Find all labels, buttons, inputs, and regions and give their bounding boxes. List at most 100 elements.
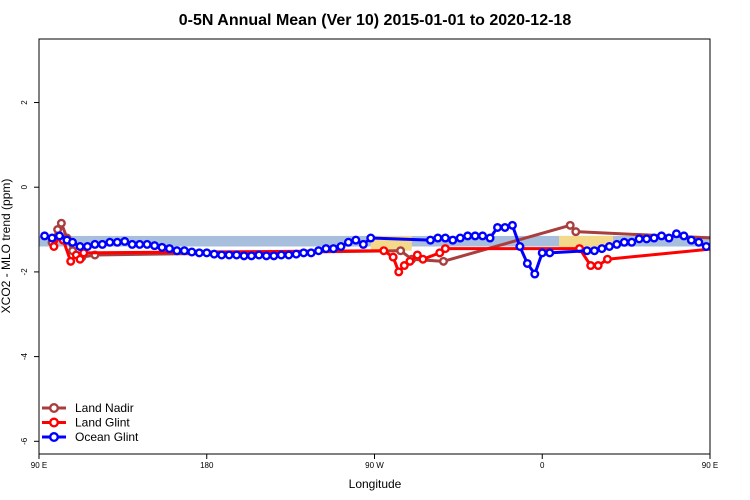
x-tick-label: 0 [540, 461, 545, 470]
data-point [261, 251, 271, 261]
data-point [187, 247, 197, 257]
data-point [740, 241, 747, 248]
data-point [686, 235, 696, 245]
legend-marker [49, 432, 60, 443]
data-point [694, 237, 704, 247]
data-point [435, 248, 445, 258]
data-point [725, 241, 732, 248]
data-point [530, 269, 540, 279]
data-point [217, 250, 227, 260]
data-point [657, 231, 667, 241]
data-point [328, 244, 338, 254]
data-point [604, 241, 614, 251]
data-point [343, 237, 353, 247]
x-tick-label: 90 E [31, 461, 47, 470]
data-point [627, 237, 637, 247]
data-point [40, 231, 50, 241]
data-point [82, 241, 92, 251]
data-point [586, 261, 596, 271]
data-point [68, 237, 78, 247]
data-point [49, 241, 59, 251]
data-point [725, 237, 732, 244]
data-point [157, 242, 167, 252]
data-point [97, 239, 107, 249]
data-point [744, 252, 750, 259]
data-point [537, 248, 547, 258]
data-point [405, 256, 415, 266]
data-point [79, 248, 89, 258]
data-point [720, 233, 727, 240]
data-point [500, 222, 510, 232]
data-point [679, 231, 689, 241]
land-range-band [727, 236, 749, 247]
data-point [438, 256, 448, 266]
data-point [664, 233, 674, 243]
data-point [649, 233, 659, 243]
data-point [448, 235, 458, 245]
y-tick-label: 0 [20, 184, 29, 189]
data-point [284, 250, 294, 260]
data-point [232, 250, 242, 260]
data-point [194, 248, 204, 258]
legend-item: Land Nadir [42, 401, 134, 415]
x-tick-label: 90 W [365, 461, 384, 470]
data-point [75, 241, 85, 251]
data-point [582, 246, 592, 256]
data-point [727, 235, 734, 242]
legend-label: Ocean Glint [75, 430, 139, 444]
legend-marker [49, 417, 60, 428]
data-point [164, 244, 174, 254]
data-point [738, 250, 745, 257]
data-point [75, 254, 85, 264]
data-point [224, 250, 234, 260]
y-tick-label: 2 [20, 100, 29, 105]
data-point [722, 220, 729, 227]
data-point [493, 222, 503, 232]
data-point [179, 246, 189, 256]
data-point [90, 239, 100, 249]
data-point [545, 248, 555, 258]
data-point [597, 244, 607, 254]
data-point [507, 220, 517, 230]
data-point [142, 239, 152, 249]
data-point [478, 231, 488, 241]
data-point [55, 231, 65, 241]
data-point [463, 231, 473, 241]
data-point [709, 235, 710, 241]
data-point [105, 237, 115, 247]
data-point [433, 233, 443, 243]
data-point [366, 233, 376, 243]
data-point [306, 248, 316, 258]
data-point [671, 229, 681, 239]
data-point [425, 235, 435, 245]
data-point [602, 254, 612, 264]
data-point [47, 233, 57, 243]
data-point [202, 248, 212, 258]
data-point [522, 258, 532, 268]
plot-content [39, 218, 750, 279]
data-point [470, 231, 480, 241]
data-point [127, 239, 137, 249]
data-point [299, 248, 309, 258]
data-point [358, 239, 368, 249]
data-point [394, 267, 404, 277]
data-point [172, 246, 182, 256]
data-point [701, 242, 710, 251]
data-point [66, 256, 76, 266]
chart-title: 0-5N Annual Mean (Ver 10) 2015-01-01 to … [179, 12, 572, 29]
data-point [314, 246, 324, 256]
data-point [565, 220, 575, 230]
legend-label: Land Nadir [75, 401, 134, 415]
data-point [246, 251, 256, 261]
y-tick-label: -2 [20, 268, 29, 276]
data-point [733, 241, 740, 248]
data-point [412, 250, 422, 260]
y-axis: 2 0 -2 -4 -6 [20, 100, 39, 445]
data-point [135, 239, 145, 249]
data-point [269, 251, 279, 261]
data-point [291, 249, 301, 259]
data-point [612, 239, 622, 249]
data-point [112, 237, 122, 247]
